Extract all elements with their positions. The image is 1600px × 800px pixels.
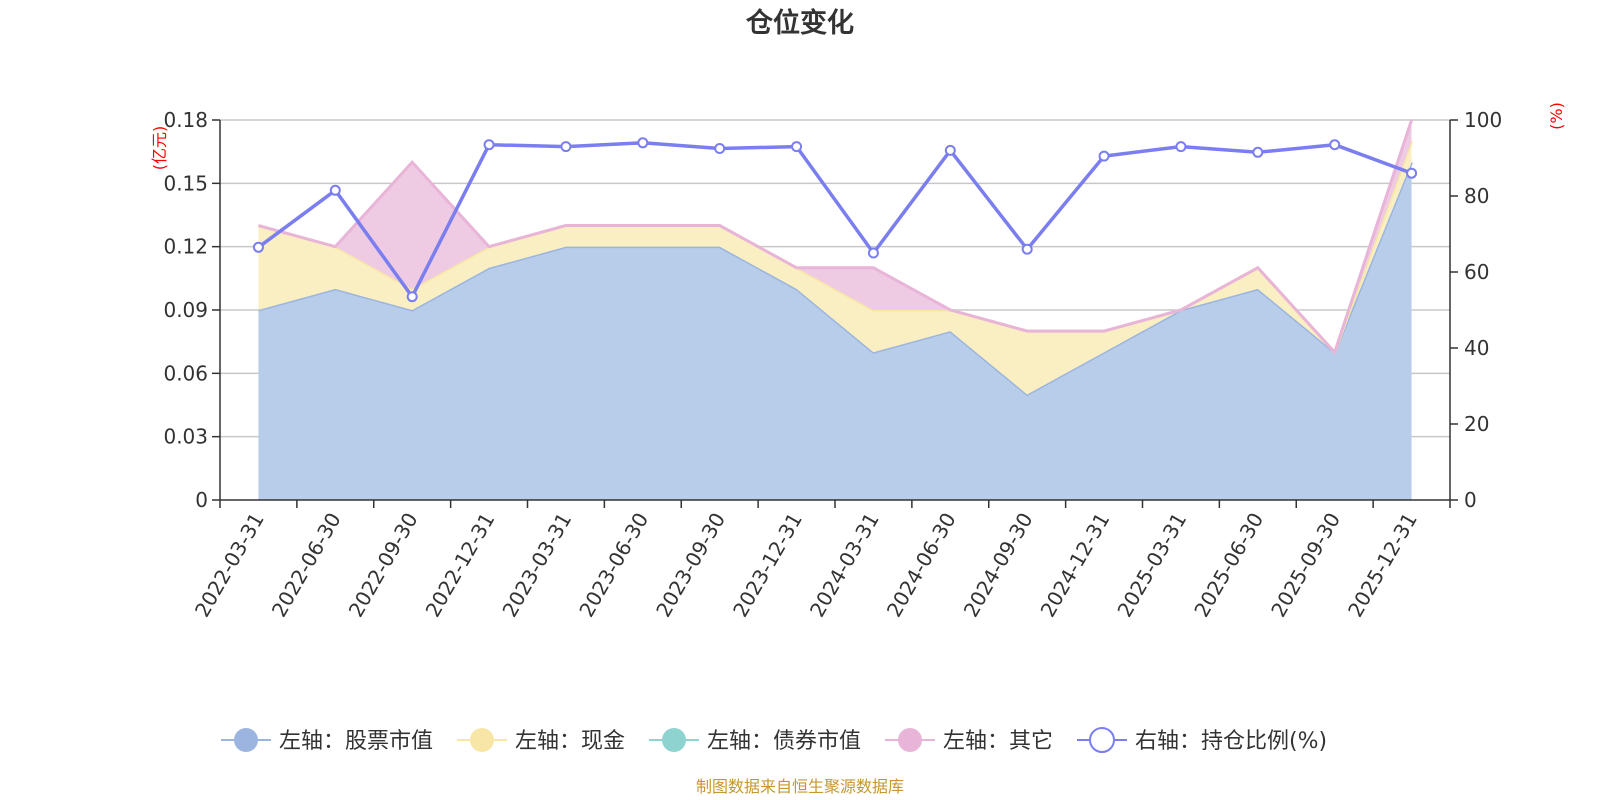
right-tick-label: 60	[1464, 260, 1489, 284]
legend-item[interactable]: 左轴：现金	[457, 728, 625, 754]
right-tick-label: 80	[1464, 184, 1489, 208]
x-tick-label: 2025-09-30	[1266, 509, 1345, 622]
ratio-point	[1021, 243, 1033, 255]
x-tick-label: 2023-06-30	[574, 509, 653, 622]
ratio-point	[1175, 141, 1187, 153]
legend-label: 左轴：债券市值	[707, 729, 861, 754]
x-tick-label: 2023-09-30	[651, 509, 730, 622]
legend-label: 右轴：持仓比例(%)	[1135, 729, 1327, 754]
right-tick-label: 0	[1464, 488, 1477, 512]
legend-marker	[898, 728, 922, 752]
x-tick-label: 2023-12-31	[728, 509, 807, 622]
x-tick-label: 2025-12-31	[1343, 509, 1422, 622]
left-tick-label: 0.18	[163, 108, 208, 132]
ratio-point	[791, 141, 803, 153]
x-tick-label: 2024-09-30	[959, 509, 1038, 622]
legend-marker	[1089, 727, 1115, 753]
ratio-point	[483, 139, 495, 151]
legend-item[interactable]: 右轴：持仓比例(%)	[1077, 727, 1327, 754]
area-左轴：股票市值	[258, 162, 1412, 500]
x-tick-label: 2024-12-31	[1035, 509, 1114, 622]
legend[interactable]: 左轴：股票市值 左轴：现金 左轴：债券市值 左轴：其它 右轴：持仓比例(%)	[221, 727, 1327, 754]
left-tick-label: 0.06	[163, 361, 208, 385]
left-tick-label: 0.12	[163, 235, 208, 259]
ratio-point	[637, 137, 649, 149]
ratio-point	[252, 241, 264, 253]
ratio-point	[1252, 146, 1264, 158]
x-tick-label: 2025-03-31	[1112, 509, 1191, 622]
legend-item[interactable]: 左轴：股票市值	[221, 728, 433, 754]
ratio-point	[560, 141, 572, 153]
x-tick-label: 2022-12-31	[420, 509, 499, 622]
x-tick-label: 2024-03-31	[805, 509, 884, 622]
left-tick-label: 0.15	[163, 171, 208, 195]
legend-label: 左轴：股票市值	[279, 729, 433, 754]
x-tick-label: 2022-06-30	[267, 509, 346, 622]
left-tick-label: 0.03	[163, 425, 208, 449]
x-tick-label: 2022-03-31	[190, 509, 269, 622]
ratio-point	[867, 247, 879, 259]
right-tick-label: 100	[1464, 108, 1502, 132]
right-tick-label: 40	[1464, 336, 1489, 360]
ratio-line-series	[252, 137, 1418, 303]
ratio-point	[1406, 167, 1418, 179]
left-tick-label: 0.09	[163, 298, 208, 322]
legend-item[interactable]: 左轴：其它	[885, 728, 1053, 754]
ratio-line	[257, 141, 1413, 299]
legend-marker	[662, 728, 686, 752]
ratio-point	[944, 144, 956, 156]
legend-label: 左轴：其它	[943, 729, 1053, 754]
left-tick-label: 0	[195, 488, 208, 512]
left-axis-unit: (亿元)	[150, 126, 169, 171]
legend-label: 左轴：现金	[515, 729, 625, 754]
legend-marker	[470, 728, 494, 752]
right-tick-label: 20	[1464, 412, 1489, 436]
x-tick-label: 2024-06-30	[882, 509, 961, 622]
area-series	[258, 119, 1413, 500]
legend-marker	[234, 728, 258, 752]
data-source-note: 制图数据来自恒生聚源数据库	[696, 777, 904, 796]
x-tick-label: 2022-09-30	[344, 509, 423, 622]
chart-title: 仓位变化	[745, 7, 854, 39]
ratio-point	[1329, 139, 1341, 151]
ratio-point	[1098, 150, 1110, 162]
legend-item[interactable]: 左轴：债券市值	[649, 728, 861, 754]
ratio-point	[406, 291, 418, 303]
x-tick-label: 2023-03-31	[497, 509, 576, 622]
ratio-point	[329, 184, 341, 196]
right-axis-unit: (%)	[1547, 102, 1566, 130]
ratio-point	[714, 143, 726, 154]
x-tick-label: 2025-06-30	[1189, 509, 1268, 622]
area-左轴：现金	[258, 141, 1412, 395]
area-edge-左轴：其它	[258, 119, 1413, 356]
